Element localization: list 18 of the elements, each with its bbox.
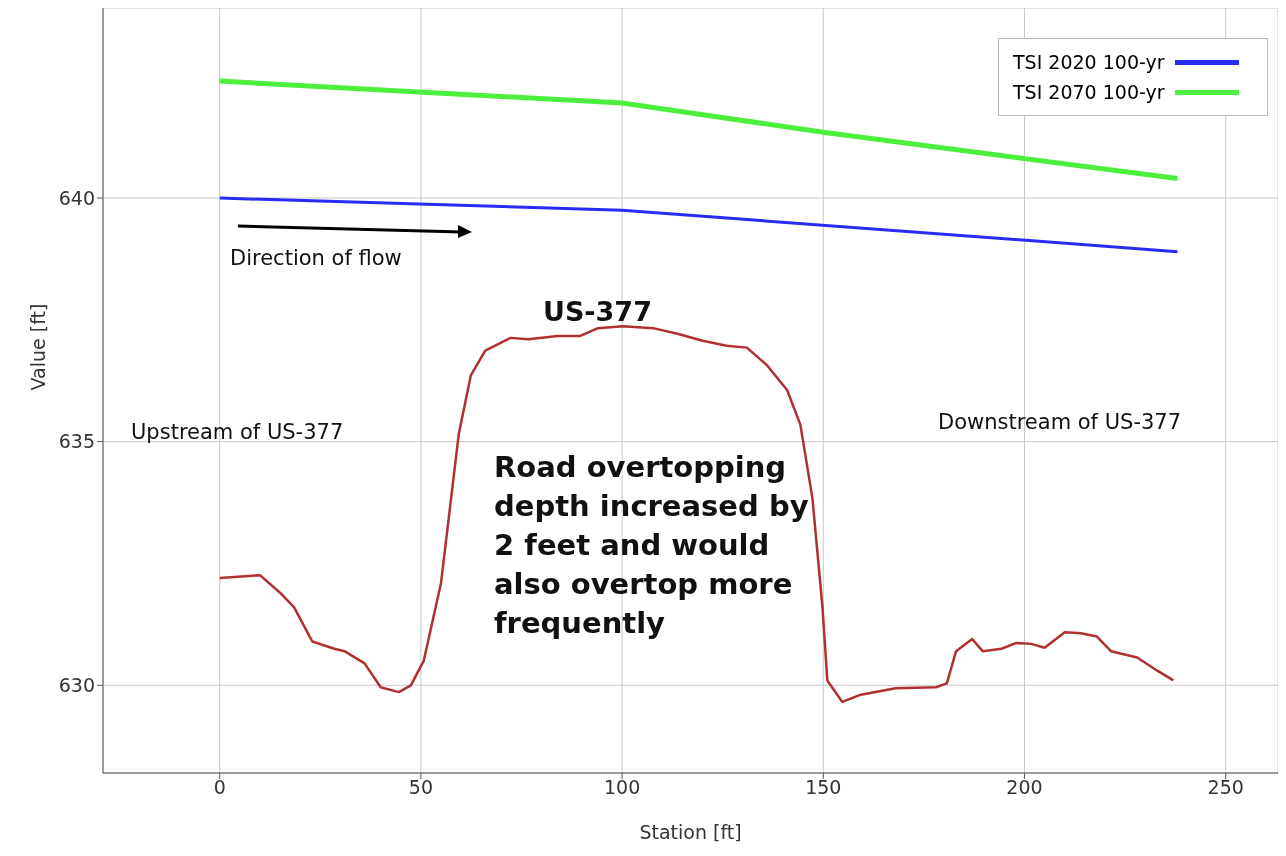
annotation: Road overtopping depth increased by 2 feet and would also overtop more frequently <box>494 449 810 642</box>
annotation: Direction of flow <box>230 246 402 270</box>
annotation: US-377 <box>543 296 652 327</box>
annotation: Downstream of US-377 <box>938 410 1182 434</box>
y-tick-label: 640 <box>58 186 95 209</box>
legend-label: TSI 2070 100-yr <box>1013 81 1165 103</box>
x-tick-label: 100 <box>603 776 641 799</box>
x-axis-title: Station [ft] <box>639 821 742 843</box>
x-tick-label: 200 <box>1006 776 1043 799</box>
x-tick-label: 50 <box>408 776 433 799</box>
x-tick-label: 0 <box>213 776 226 799</box>
annotation: Upstream of US-377 <box>131 420 344 444</box>
x-tick-label: 250 <box>1207 776 1244 799</box>
legend-label: TSI 2020 100-yr <box>1013 51 1165 73</box>
y-tick-label: 635 <box>58 430 95 453</box>
y-tick-label: 630 <box>58 674 95 697</box>
x-tick-label: 150 <box>805 776 842 799</box>
y-axis-title: Value [ft] <box>26 303 49 391</box>
